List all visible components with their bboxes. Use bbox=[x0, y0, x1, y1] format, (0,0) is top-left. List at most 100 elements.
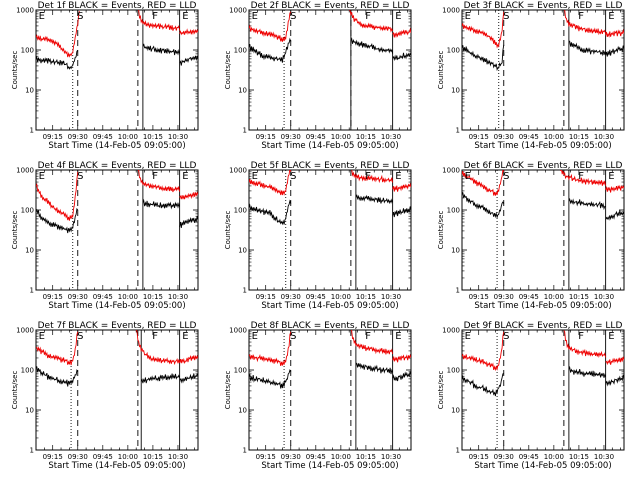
interval-flag: F bbox=[365, 11, 371, 22]
series-events-line bbox=[605, 45, 624, 57]
x-tick-label: 10:00 bbox=[331, 453, 351, 461]
x-tick-label: 10:15 bbox=[569, 453, 589, 461]
series-lld-line bbox=[392, 353, 411, 363]
interval-flag: E bbox=[182, 171, 188, 182]
y-tick-label: 1 bbox=[243, 287, 247, 295]
interval-flag: E bbox=[252, 11, 258, 22]
y-tick-label: 10 bbox=[25, 87, 34, 95]
panel-title-suffix: BLACK = Events, RED = LLD bbox=[281, 161, 409, 171]
series-lld-line bbox=[137, 10, 181, 31]
plot-frame bbox=[248, 9, 412, 131]
x-tick-label: 10:30 bbox=[381, 453, 401, 461]
x-tick-label: 10:15 bbox=[143, 293, 163, 301]
series-events-line bbox=[179, 216, 198, 228]
interval-flag: S bbox=[77, 331, 83, 342]
interval-flag: E bbox=[252, 331, 258, 342]
panel-det-4f: Det 4f BLACK = Events, RED = LLD 1 10 100 10… bbox=[11, 161, 199, 311]
interval-flag: E bbox=[39, 171, 45, 182]
x-tick-label: 09:15 bbox=[469, 453, 489, 461]
y-tick-label: 100 bbox=[21, 47, 34, 55]
series-events-line bbox=[142, 198, 181, 210]
panel-title: Det 5f BLACK = Events, RED = LLD bbox=[251, 161, 410, 171]
y-tick-label: 1000 bbox=[229, 167, 247, 175]
panel-title: Det 6f BLACK = Events, RED = LLD bbox=[464, 161, 623, 171]
x-tick-label: 10:00 bbox=[118, 133, 138, 141]
interval-flag: S bbox=[290, 171, 296, 182]
series-lld-line bbox=[392, 182, 411, 192]
x-tick-label: 09:30 bbox=[68, 453, 88, 461]
panel-label: Det 7f bbox=[38, 321, 67, 331]
x-tick-label: 09:15 bbox=[43, 453, 63, 461]
series-lld-line bbox=[179, 354, 198, 364]
y-tick-label: 100 bbox=[447, 47, 460, 55]
series-lld-line bbox=[249, 170, 292, 196]
series-lld-line bbox=[137, 170, 181, 193]
x-tick-label: 09:30 bbox=[494, 293, 514, 301]
y-tick-label: 10 bbox=[451, 247, 460, 255]
panel-title-suffix: BLACK = Events, RED = LLD bbox=[68, 1, 196, 11]
panel-label: Det 2f bbox=[251, 1, 280, 11]
series-events-line bbox=[179, 55, 198, 66]
x-tick-label: 10:15 bbox=[569, 133, 589, 141]
y-tick-label: 100 bbox=[234, 367, 247, 375]
panel-title: Det 1f BLACK = Events, RED = LLD bbox=[38, 1, 197, 11]
series-lld-line bbox=[462, 11, 505, 49]
y-tick-label: 10 bbox=[238, 87, 247, 95]
x-tick-label: 09:15 bbox=[256, 453, 276, 461]
panel-label: Det 1f bbox=[38, 1, 67, 11]
x-tick-label: 10:00 bbox=[544, 453, 564, 461]
x-tick-label: 09:45 bbox=[306, 133, 326, 141]
series-lld-line bbox=[605, 184, 624, 193]
panel-label: Det 3f bbox=[464, 1, 493, 11]
panel-det-7f: Det 7f BLACK = Events, RED = LLD 1 10 100 10… bbox=[11, 321, 199, 471]
interval-flag: E bbox=[252, 171, 258, 182]
panel-title-suffix: BLACK = Events, RED = LLD bbox=[68, 161, 196, 171]
series-events-line bbox=[355, 362, 394, 375]
interval-flag: S bbox=[503, 171, 509, 182]
series-events-line bbox=[355, 194, 394, 205]
y-tick-label: 1 bbox=[30, 287, 34, 295]
series-events-line bbox=[249, 199, 292, 226]
y-tick-label: 1000 bbox=[16, 7, 34, 15]
y-axis-label: Counts/sec bbox=[11, 211, 19, 250]
interval-flag: F bbox=[365, 171, 371, 182]
panel-det-3f: Det 3f BLACK = Events, RED = LLD 1 10 100 10… bbox=[437, 1, 625, 151]
interval-flag: F bbox=[578, 171, 584, 182]
y-axis-label: Counts/sec bbox=[437, 51, 445, 90]
interval-flag: S bbox=[290, 11, 296, 22]
y-tick-label: 100 bbox=[234, 47, 247, 55]
interval-flag: E bbox=[182, 331, 188, 342]
plot-frame bbox=[35, 9, 199, 131]
panel-title: Det 7f BLACK = Events, RED = LLD bbox=[38, 321, 197, 331]
y-tick-label: 10 bbox=[451, 407, 460, 415]
panel-det-6f: Det 6f BLACK = Events, RED = LLD 1 10 100 10… bbox=[437, 161, 625, 311]
series-events-line bbox=[568, 197, 606, 211]
x-axis-label: Start Time (14-Feb-05 09:05:00) bbox=[261, 301, 398, 311]
x-tick-label: 10:15 bbox=[143, 453, 163, 461]
series-lld-line bbox=[462, 170, 505, 196]
y-tick-label: 1000 bbox=[16, 167, 34, 175]
x-tick-label: 09:45 bbox=[519, 293, 539, 301]
series-lld-line bbox=[135, 330, 181, 366]
series-lld-line bbox=[564, 10, 607, 36]
interval-flag: E bbox=[465, 171, 471, 182]
interval-flag: E bbox=[39, 11, 45, 22]
interval-flag: S bbox=[503, 331, 509, 342]
series-events-line bbox=[179, 373, 198, 384]
y-tick-label: 10 bbox=[25, 247, 34, 255]
series-lld-line bbox=[350, 330, 394, 355]
panel-det-5f: Det 5f BLACK = Events, RED = LLD 1 10 100 10… bbox=[224, 161, 412, 311]
plot-frame bbox=[461, 329, 625, 451]
series-lld-line bbox=[249, 11, 292, 42]
y-axis-label: Counts/sec bbox=[224, 51, 232, 90]
panel-title: Det 8f BLACK = Events, RED = LLD bbox=[251, 321, 410, 331]
series-events-line bbox=[142, 43, 181, 56]
panel-label: Det 9f bbox=[464, 321, 493, 331]
y-tick-label: 1000 bbox=[229, 7, 247, 15]
x-tick-label: 09:45 bbox=[519, 453, 539, 461]
x-axis-label: Start Time (14-Feb-05 09:05:00) bbox=[474, 461, 611, 471]
y-tick-label: 100 bbox=[447, 367, 460, 375]
y-tick-label: 100 bbox=[234, 207, 247, 215]
x-tick-label: 09:15 bbox=[43, 293, 63, 301]
